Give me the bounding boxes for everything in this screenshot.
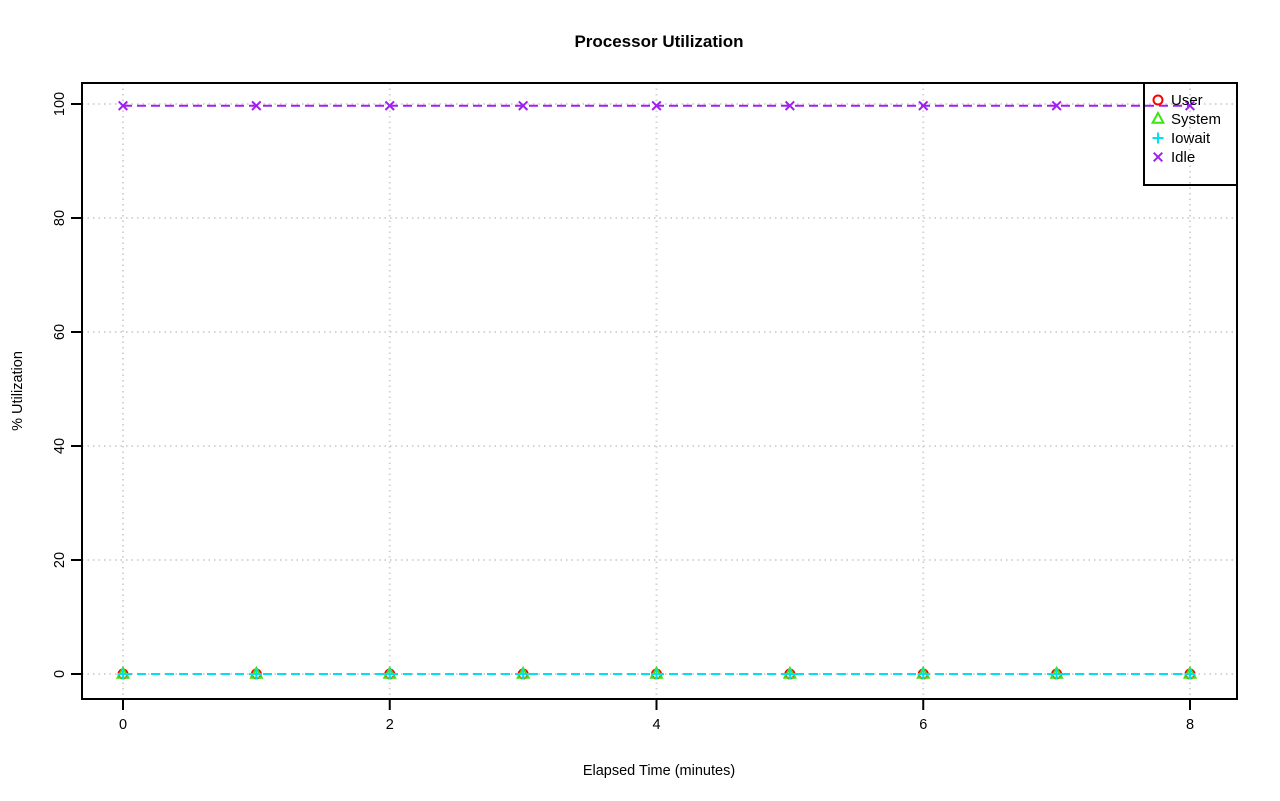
legend-label-system: System — [1171, 111, 1221, 128]
x-tick-label: 6 — [919, 717, 927, 733]
legend-idle-x-marker — [1152, 151, 1164, 163]
y-tick-label: 60 — [52, 324, 68, 340]
idle-x-marker — [117, 100, 129, 111]
idle-x-marker — [251, 100, 262, 111]
legend-user-circle-marker — [1152, 94, 1164, 106]
legend-label-iowait: Iowait — [1171, 130, 1211, 147]
idle-x-marker — [1051, 100, 1062, 111]
x-tick-label: 2 — [386, 717, 394, 733]
idle-x-marker — [784, 100, 795, 111]
legend-label-user: User — [1171, 92, 1203, 109]
x-tick-label: 0 — [119, 717, 127, 733]
y-tick-label: 80 — [52, 210, 68, 226]
legend-system-triangle-marker — [1150, 110, 1166, 124]
idle-x-marker — [518, 100, 529, 111]
x-tick-label: 8 — [1186, 717, 1194, 733]
legend-box — [1143, 82, 1238, 186]
plot-border — [81, 82, 1238, 700]
y-tick-label: 40 — [52, 438, 68, 454]
idle-x-marker — [918, 100, 929, 111]
y-tick-label: 0 — [52, 670, 68, 678]
idle-x-marker — [1184, 100, 1196, 111]
chart-title: Processor Utilization — [574, 32, 743, 51]
y-axis-title: % Utilization — [10, 351, 26, 431]
idle-x-marker — [384, 100, 395, 111]
y-tick-label: 20 — [52, 552, 68, 568]
legend-label-idle: Idle — [1171, 149, 1195, 166]
x-axis-title: Elapsed Time (minutes) — [583, 763, 735, 779]
y-tick-label: 100 — [52, 92, 68, 116]
idle-x-marker — [651, 100, 662, 111]
x-tick-label: 4 — [652, 717, 660, 733]
